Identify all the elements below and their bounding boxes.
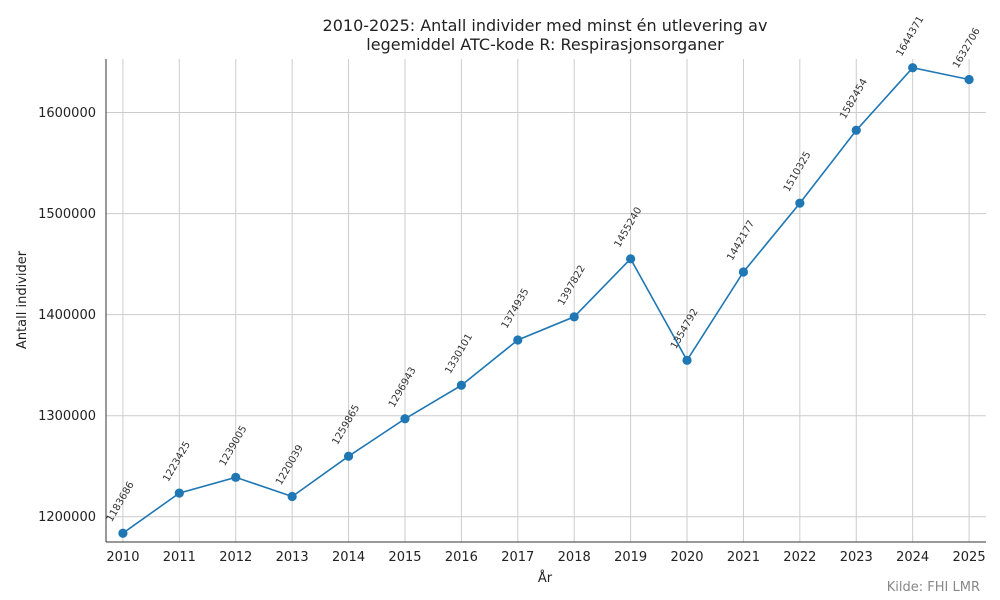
- x-tick-label: 2025: [953, 550, 986, 565]
- data-label: 1510325: [782, 150, 814, 194]
- data-label: 1220039: [274, 443, 306, 487]
- data-label: 1259865: [330, 403, 362, 447]
- x-tick-label: 2014: [332, 550, 365, 565]
- x-tick-label: 2012: [219, 550, 252, 565]
- tick-labels: 2010 2011 2012 2013 2014 2015 2016 2017 2018 2019…: [38, 106, 986, 565]
- data-point: [908, 63, 918, 73]
- data-point: [964, 74, 974, 85]
- x-tick-label: 2015: [388, 550, 421, 565]
- chart-title-line-2: legemiddel ATC-kode R: Respirasjonsorgan…: [366, 35, 724, 54]
- data-point: [795, 198, 805, 208]
- data-label: 1223425: [161, 440, 193, 484]
- x-tick-label: 2016: [445, 550, 478, 565]
- x-tick-label: 2018: [558, 550, 591, 565]
- data-point: [569, 312, 579, 322]
- series: [118, 63, 974, 538]
- axes-spines: [105, 59, 986, 543]
- data-point: [682, 355, 692, 365]
- data-label: 1183686: [105, 480, 137, 524]
- data-label: 1239005: [218, 424, 250, 468]
- x-tick-label: 2013: [276, 550, 309, 565]
- y-tick-label: 1400000: [38, 308, 96, 323]
- chart-title-line-1: 2010-2025: Antall individer med minst én…: [323, 16, 768, 35]
- data-label: 1354792: [669, 307, 701, 351]
- data-label: 1397822: [556, 264, 588, 308]
- data-label: 1644371: [895, 14, 927, 58]
- data-point: [851, 125, 861, 135]
- y-tick-label: 1200000: [38, 510, 96, 525]
- data-label: 1330101: [443, 332, 475, 376]
- source-note: Kilde: FHI LMR: [887, 580, 980, 595]
- series-line: [122, 66, 970, 534]
- x-tick-label: 2021: [727, 550, 760, 565]
- data-point: [287, 491, 297, 502]
- data-label: 1374935: [500, 287, 532, 331]
- data-point: [231, 472, 241, 482]
- x-tick-label: 2020: [670, 550, 703, 565]
- data-label: 1455240: [613, 206, 645, 250]
- data-point: [738, 267, 749, 277]
- y-tick-label: 1300000: [38, 409, 96, 424]
- data-labels: 1183686 1223425 1239005 1220039 1259865 12969…: [105, 14, 983, 524]
- x-tick-label: 2011: [163, 550, 196, 565]
- x-tick-label: 2024: [896, 550, 929, 565]
- data-point: [118, 528, 128, 538]
- x-tick-label: 2017: [501, 550, 534, 565]
- data-label: 1442177: [725, 219, 757, 263]
- y-tick-label: 1600000: [38, 106, 96, 121]
- data-point: [513, 335, 523, 345]
- x-axis-title: År: [538, 570, 553, 586]
- data-point: [400, 414, 410, 424]
- y-tick-label: 1500000: [38, 207, 96, 222]
- data-point: [626, 254, 636, 264]
- grid-lines: [106, 59, 986, 542]
- data-point: [343, 451, 354, 461]
- data-point: [174, 488, 184, 498]
- x-tick-label: 2019: [614, 550, 647, 565]
- data-point: [456, 380, 466, 390]
- x-tick-label: 2023: [840, 550, 873, 565]
- x-tick-label: 2022: [783, 550, 816, 565]
- data-label: 1582454: [838, 77, 870, 121]
- data-label: 1632706: [951, 26, 983, 70]
- data-label: 1296943: [387, 365, 419, 409]
- y-axis-title: Antall individer: [15, 250, 30, 349]
- x-tick-label: 2010: [106, 550, 139, 565]
